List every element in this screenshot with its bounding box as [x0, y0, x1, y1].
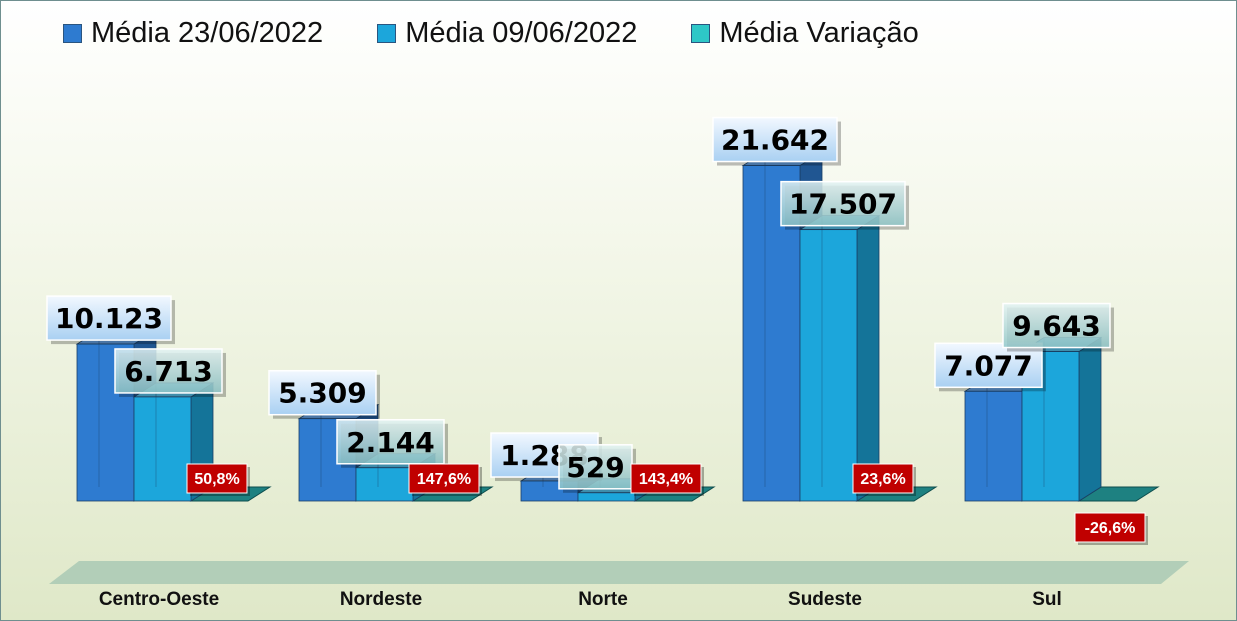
svg-text:143,4%: 143,4%: [639, 471, 693, 488]
bar-media-09-06-sudeste: [798, 214, 881, 502]
category-label-sul: Sul: [1032, 589, 1062, 610]
legend-item-media-variacao: Média Variação: [691, 17, 919, 50]
legend-label-media-variacao: Média Variação: [719, 17, 919, 49]
legend: Média 23/06/2022 Média 09/06/2022 Média …: [63, 17, 919, 50]
data-label-media-09-06-nordeste: 2.144: [336, 419, 448, 468]
svg-text:17.507: 17.507: [789, 188, 897, 221]
bar-media-09-06-sul: [1020, 336, 1103, 502]
svg-text:5.309: 5.309: [278, 377, 367, 410]
legend-swatch-media-variacao: [691, 24, 711, 43]
category-label-sudeste: Sudeste: [788, 589, 862, 610]
data-label-variacao-nordeste: 147,6%: [408, 463, 482, 496]
data-label-variacao-sudeste: 23,6%: [852, 463, 916, 496]
category-label-nordeste: Nordeste: [340, 589, 422, 610]
svg-text:147,6%: 147,6%: [417, 471, 471, 488]
data-label-media-09-06-sudeste: 17.507: [780, 180, 909, 230]
svg-text:9.643: 9.643: [1012, 310, 1101, 343]
data-label-variacao-norte: 143,4%: [630, 463, 704, 496]
data-label-variacao-sul: -26,6%: [1074, 512, 1148, 545]
svg-text:23,6%: 23,6%: [860, 471, 905, 488]
category-label-centro-oeste: Centro-Oeste: [99, 589, 219, 610]
svg-text:21.642: 21.642: [721, 124, 829, 157]
svg-text:50,8%: 50,8%: [194, 471, 239, 488]
data-label-media-09-06-centro-oeste: 6.713: [114, 348, 226, 397]
data-label-media-23-06-nordeste: 5.309: [268, 369, 380, 419]
svg-text:-26,6%: -26,6%: [1085, 520, 1136, 537]
legend-item-media-23-06: Média 23/06/2022: [63, 17, 323, 50]
data-label-media-23-06-sudeste: 21.642: [712, 116, 841, 166]
legend-swatch-media-23-06: [63, 24, 82, 43]
data-label-variacao-centro-oeste: 50,8%: [186, 463, 250, 496]
legend-swatch-media-09-06: [377, 24, 397, 43]
data-label-media-09-06-sul: 9.643: [1002, 302, 1114, 352]
data-label-media-23-06-centro-oeste: 10.123: [46, 295, 175, 345]
svg-text:2.144: 2.144: [346, 426, 435, 459]
data-label-media-23-06-sul: 7.077: [934, 342, 1046, 392]
legend-label-media-09-06: Média 09/06/2022: [405, 17, 638, 49]
svg-text:529: 529: [566, 451, 624, 484]
svg-text:10.123: 10.123: [55, 302, 163, 335]
legend-item-media-09-06: Média 09/06/2022: [377, 17, 637, 50]
svg-text:6.713: 6.713: [124, 355, 213, 388]
floor: [49, 561, 1189, 584]
data-label-media-09-06-norte: 529: [558, 444, 636, 493]
legend-label-media-23-06: Média 23/06/2022: [91, 17, 324, 49]
category-label-norte: Norte: [578, 589, 628, 610]
svg-text:7.077: 7.077: [944, 349, 1033, 382]
